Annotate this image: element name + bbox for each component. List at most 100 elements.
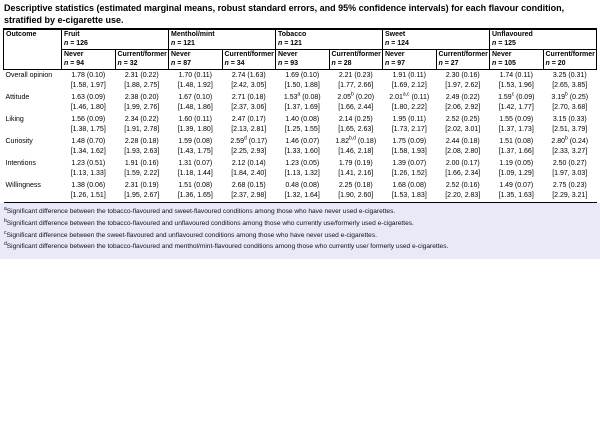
use-status-header: Never n = 87 xyxy=(168,49,223,70)
mean-se-value: 1.60 (0.11) xyxy=(178,116,212,123)
stat-cell: 3.15 (0.33) [2.51, 3.79] xyxy=(543,114,597,136)
confidence-interval: [2.29, 3.21] xyxy=(552,191,588,199)
flavour-group-label: Menthol/mint xyxy=(171,31,215,38)
confidence-interval: [1.46, 2.18] xyxy=(338,147,374,155)
mean-se-value: 2.38 (0.20) xyxy=(124,94,159,101)
confidence-interval: [1.80, 2.22] xyxy=(391,103,427,111)
use-status-header: Current/former n = 28 xyxy=(328,49,383,70)
footnote: bSignificant difference between the toba… xyxy=(4,218,596,230)
confidence-interval: [1.39, 1.80] xyxy=(177,125,213,133)
footnote-marker: d xyxy=(4,241,7,248)
mean-se-value: 2.05b (0.20) xyxy=(337,91,375,101)
confidence-interval: [1.48, 1.92] xyxy=(177,81,213,89)
mean-se-value: 1.19 (0.05) xyxy=(499,160,534,167)
stat-cell: 2.50 (0.27) [1.97, 3.03] xyxy=(543,158,597,180)
stat-cell: 1.51 (0.08) [1.36, 1.65] xyxy=(168,180,222,203)
mean-se-value: 1.51 (0.08) xyxy=(178,182,213,189)
footnote-text: Significant difference between the tobac… xyxy=(6,208,396,215)
table-header: Outcome Fruit n = 126 Menthol/mint n = 121 To… xyxy=(3,28,597,70)
flavour-group-n: n = 124 xyxy=(385,40,409,47)
descriptive-statistics-table: Outcome Fruit n = 126 Menthol/mint n = 121 To… xyxy=(3,28,597,203)
table-body: Overall opinion 1.78 (0.10) [1.58, 1.97] 2.… xyxy=(3,70,597,203)
confidence-interval: [2.37, 3.06] xyxy=(231,103,267,111)
stat-cell: 1.38 (0.06) [1.26, 1.51] xyxy=(61,180,115,203)
confidence-interval: [1.93, 2.63] xyxy=(124,147,160,155)
confidence-interval: [1.73, 2.17] xyxy=(391,125,427,133)
use-status-header: Never n = 97 xyxy=(382,49,437,70)
stat-cell: 2.31 (0.19) [1.95, 2.67] xyxy=(115,180,169,203)
use-status-header: Never n = 94 xyxy=(61,49,116,70)
mean-se-value: 1.48 (0.70) xyxy=(71,138,106,145)
confidence-interval: [2.37, 2.98] xyxy=(231,191,267,199)
confidence-interval: [1.59, 2.22] xyxy=(124,169,160,177)
mean-se-value: 1.67 (0.10) xyxy=(178,94,213,101)
stat-cell: 2.80b (0.24) [2.33, 3.27] xyxy=(543,136,597,158)
footnote-text: Significant difference between the tobac… xyxy=(6,219,414,227)
mean-se-value: 1.79 (0.19) xyxy=(338,160,373,167)
footnote-text: Significant difference between the tobac… xyxy=(6,243,449,251)
stat-cell: 2.71 (0.18) [2.37, 3.06] xyxy=(222,92,276,114)
stat-cell: 1.51 (0.08) [1.37, 1.66] xyxy=(490,136,544,158)
flavour-group-label: Tobacco xyxy=(278,31,307,38)
mean-se-value: 2.28 (0.18) xyxy=(124,138,159,145)
stat-cell: 2.28 (0.18) [1.93, 2.63] xyxy=(115,136,169,158)
mean-se-value: 1.91 (0.11) xyxy=(392,72,426,79)
stat-cell: 2.25 (0.18) [1.90, 2.60] xyxy=(329,180,383,203)
confidence-interval: [2.02, 3.01] xyxy=(445,125,481,133)
mean-se-value: 3.25 (0.31) xyxy=(552,72,587,79)
table-row: Overall opinion 1.78 (0.10) [1.58, 1.97] 2.… xyxy=(4,70,597,93)
stat-cell: 1.53a (0.08) [1.37, 1.69] xyxy=(276,92,330,114)
confidence-interval: [1.25, 1.55] xyxy=(284,125,320,133)
flavour-group-header: Sweet n = 124 xyxy=(382,28,490,50)
use-status-header-row: Never n = 94 Current/former n = 32 Never n = … xyxy=(4,49,597,70)
stat-cell: 1.78 (0.10) [1.58, 1.97] xyxy=(62,70,116,93)
stat-cell: 2.47 (0.17) [2.13, 2.81] xyxy=(222,114,276,136)
confidence-interval: [1.38, 1.75] xyxy=(70,125,106,133)
confidence-interval: [1.66, 2.34] xyxy=(445,169,481,177)
confidence-interval: [2.06, 2.92] xyxy=(445,103,481,111)
use-status-label: Never xyxy=(171,51,191,58)
confidence-interval: [2.13, 2.81] xyxy=(231,125,267,133)
confidence-interval: [1.88, 2.75] xyxy=(124,81,160,89)
stat-cell: 2.68 (0.15) [2.37, 2.98] xyxy=(222,180,276,203)
use-status-label: Current/former xyxy=(331,51,381,58)
mean-se-value: 1.91 (0.16) xyxy=(124,160,159,167)
use-status-label: Current/former xyxy=(438,51,488,58)
stat-cell: 1.91 (0.16) [1.59, 2.22] xyxy=(115,158,169,180)
stat-cell: 2.74 (1.63) [2.42, 3.05] xyxy=(222,70,276,93)
confidence-interval: [1.42, 1.77] xyxy=(498,103,534,111)
mean-se-value: 2.31 (0.19) xyxy=(124,182,159,189)
mean-se-value: 2.59d (0.17) xyxy=(230,135,268,145)
flavour-group-header: Tobacco n = 121 xyxy=(275,28,383,50)
mean-se-value: 1.82b,d (0.18) xyxy=(335,135,377,145)
use-status-label: Never xyxy=(385,51,405,58)
mean-se-value: 1.40 (0.08) xyxy=(285,116,320,123)
footnote: dSignificant difference between the toba… xyxy=(4,241,596,253)
mean-se-value: 2.47 (0.17) xyxy=(231,116,266,123)
stat-cell: 1.23 (0.05) [1.13, 1.32] xyxy=(276,158,330,180)
stat-cell: 1.56 (0.09) [1.38, 1.75] xyxy=(62,114,116,136)
confidence-interval: [1.66, 2.44] xyxy=(338,103,374,111)
mean-se-value: 2.68 (0.15) xyxy=(231,182,266,189)
mean-se-value: 2.74 (1.63) xyxy=(231,72,266,79)
flavour-group-label: Sweet xyxy=(385,31,406,38)
table-row: Attitude 1.63 (0.09) [1.46, 1.80] 2.38 (0.2… xyxy=(4,92,597,114)
mean-se-value: 3.19b (0.25) xyxy=(551,91,589,101)
footnote: aSignificant difference between the toba… xyxy=(4,206,596,218)
mean-se-value: 1.39 (0.07) xyxy=(392,160,427,167)
stat-cell: 2.30 (0.16) [1.97, 2.62] xyxy=(436,70,490,93)
confidence-interval: [2.42, 3.05] xyxy=(231,81,267,89)
stat-cell: 2.21 (0.23) [1.77, 2.66] xyxy=(329,70,383,93)
mean-se-value: 2.31 (0.22) xyxy=(124,72,159,79)
confidence-interval: [1.95, 2.67] xyxy=(124,191,160,199)
confidence-interval: [1.26, 1.51] xyxy=(70,191,106,199)
stat-cell: 1.31 (0.07) [1.18, 1.44] xyxy=(169,158,223,180)
mean-se-value: 1.74 (0.11) xyxy=(499,72,533,79)
outcome-label: Willingness xyxy=(3,180,62,203)
confidence-interval: [1.41, 2.16] xyxy=(338,169,374,177)
stat-cell: 2.05b (0.20) [1.66, 2.44] xyxy=(329,92,383,114)
confidence-interval: [1.90, 2.60] xyxy=(338,191,374,199)
stat-cell: 1.55 (0.09) [1.37, 1.73] xyxy=(490,114,544,136)
stat-cell: 2.01a,c (0.11) [1.80, 2.22] xyxy=(383,92,437,114)
stat-cell: 1.40 (0.08) [1.25, 1.55] xyxy=(276,114,330,136)
